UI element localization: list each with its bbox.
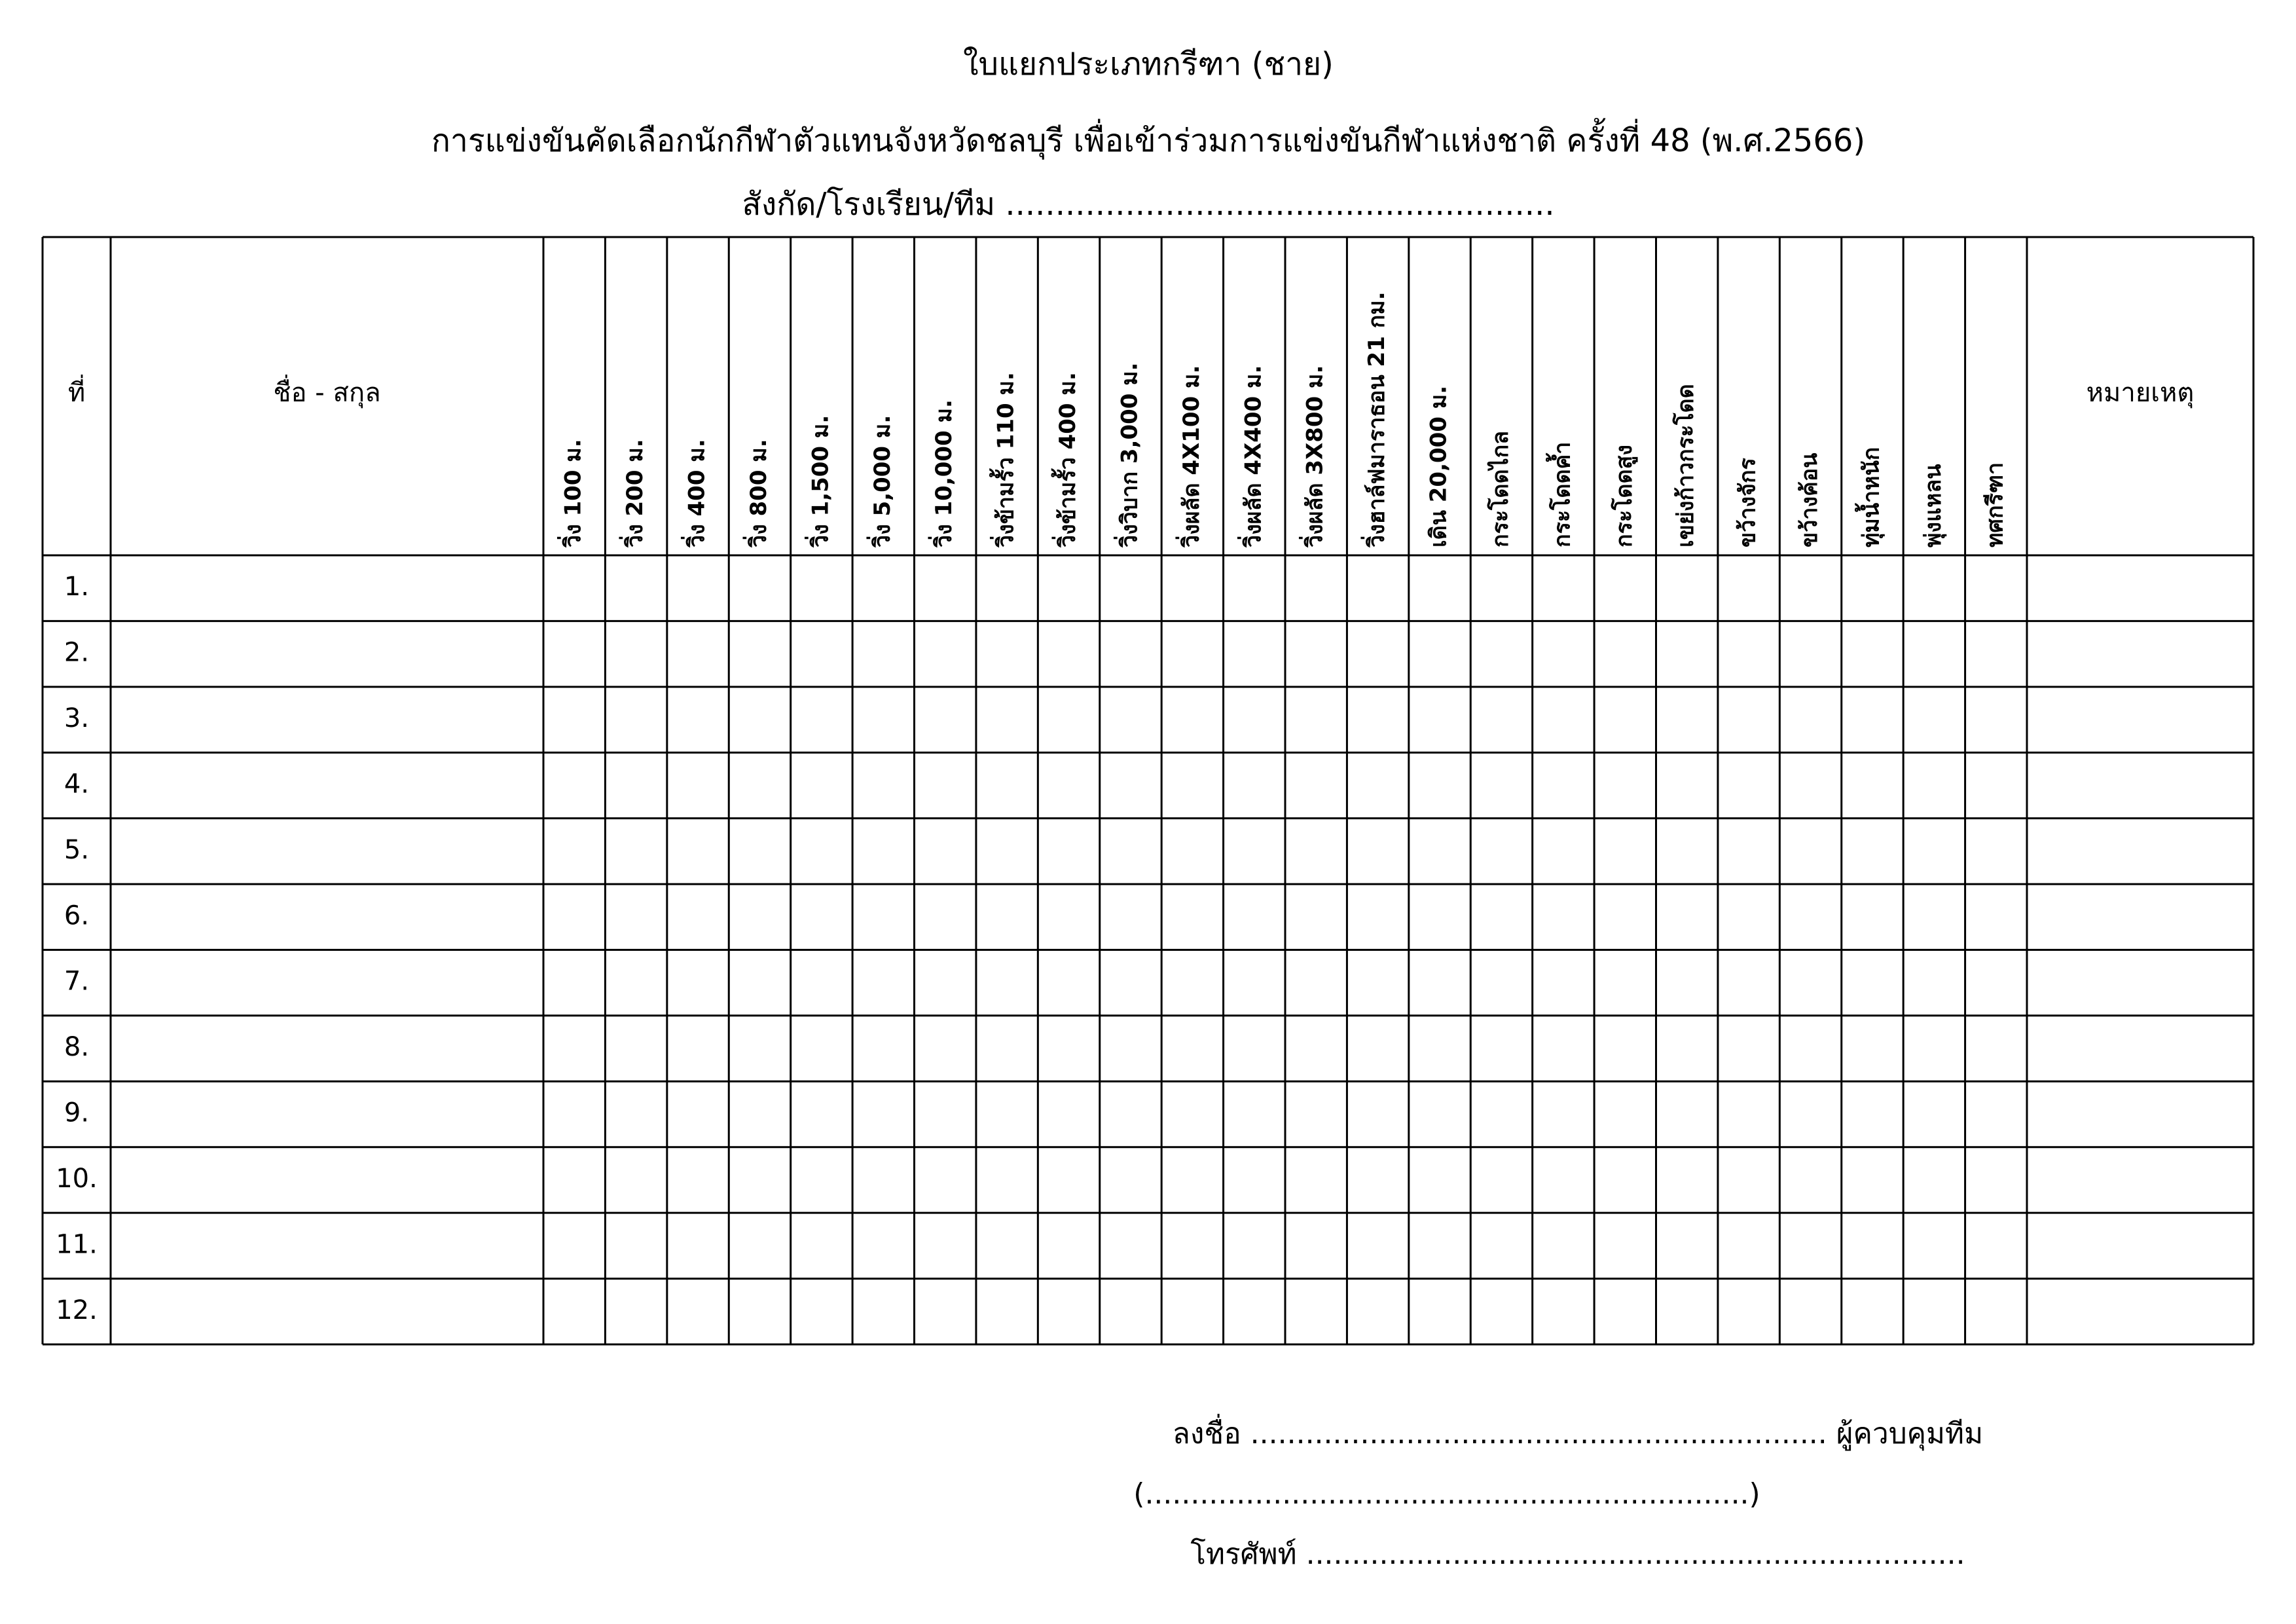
event-header: วิ่ง 200 ม. xyxy=(619,439,648,548)
signature-name-line: (.......................................… xyxy=(1133,1477,1760,1511)
event-header: ขว้างค้อน xyxy=(1796,453,1823,547)
row-number: 3. xyxy=(64,703,89,733)
phone-line: โทรศัพท์ ...............................… xyxy=(1190,1538,1965,1571)
event-header: กระโดดสูง xyxy=(1611,445,1638,547)
form-subtitle: การแข่งขันคัดเลือกนักกีฬาตัวแทนจังหวัดชล… xyxy=(431,118,1865,160)
affiliation-line: สังกัด/โรงเรียน/ทีม ....................… xyxy=(742,186,1554,223)
event-header: วิ่งฮาล์ฟมาราธอน 21 กม. xyxy=(1360,291,1390,548)
signature-line: ลงชื่อ .................................… xyxy=(1173,1413,1983,1451)
number-header: ที่ xyxy=(68,375,85,408)
row-number: 7. xyxy=(64,967,89,997)
row-number: 4. xyxy=(64,769,89,799)
event-header: วิ่งข้ามรั้ว 400 ม. xyxy=(1051,372,1081,548)
name-header: ชื่อ - สกุล xyxy=(273,375,380,409)
event-header: กระโดดค้ำ xyxy=(1545,442,1575,547)
row-number: 6. xyxy=(64,900,89,931)
event-header: วิ่ง 10,000 ม. xyxy=(928,399,957,548)
entry-table: ที่ ชื่อ - สกุล หมายเหตุวิ่ง 100 ม. วิ่ง 20… xyxy=(41,236,2255,1346)
event-header: วิ่ง 100 ม. xyxy=(557,439,587,548)
row-number: 8. xyxy=(64,1032,89,1062)
event-header: วิ่งผลัด 4X400 ม. xyxy=(1237,365,1266,548)
event-header: พุ่งแหลน xyxy=(1920,464,1947,547)
row-number: 2. xyxy=(64,638,89,668)
event-header: กระโดดไกล xyxy=(1487,431,1514,547)
event-header: เดิน 20,000 ม. xyxy=(1426,386,1452,547)
event-header: วิ่ง 1,500 ม. xyxy=(804,415,833,548)
row-number: 1. xyxy=(64,572,89,602)
event-header: วิ่งวิบาก 3,000 ม. xyxy=(1113,362,1142,548)
event-header: วิ่งข้ามรั้ว 110 ม. xyxy=(989,372,1019,548)
event-header: เขย่งก้าวกระโดด xyxy=(1672,384,1699,547)
event-header: วิ่งผลัด 4X100 ม. xyxy=(1175,365,1205,548)
remark-header: หมายเหตุ xyxy=(2086,378,2195,409)
event-header: วิ่งผลัด 3X800 ม. xyxy=(1299,365,1328,548)
form-title: ใบแยกประเภทกรีฑา (ชาย) xyxy=(963,46,1334,83)
event-header: วิ่ง 800 ม. xyxy=(742,439,772,548)
event-header: ขว้างจักร xyxy=(1735,457,1761,547)
row-number: 9. xyxy=(64,1098,89,1128)
row-number: 12. xyxy=(56,1295,98,1325)
event-header: วิ่ง 400 ม. xyxy=(681,439,710,548)
event-header: ทศกรีฑา xyxy=(1982,462,2008,547)
row-number: 11. xyxy=(56,1229,98,1259)
row-number: 5. xyxy=(64,835,89,865)
row-number: 10. xyxy=(56,1164,98,1194)
event-header: ทุ่มน้ำหนัก xyxy=(1854,447,1885,547)
event-header: วิ่ง 5,000 ม. xyxy=(866,415,896,548)
